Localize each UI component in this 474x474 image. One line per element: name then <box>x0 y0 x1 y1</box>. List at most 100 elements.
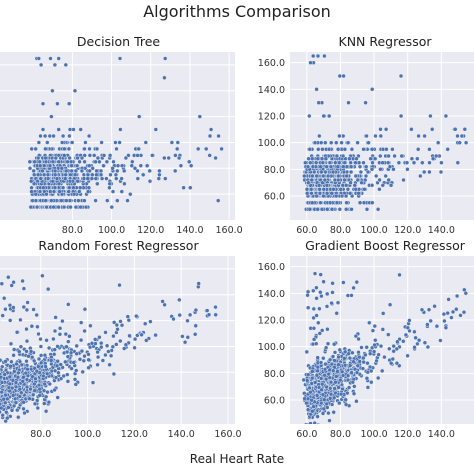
data-point <box>351 359 356 364</box>
data-point <box>94 172 99 178</box>
data-point <box>77 357 83 362</box>
data-point <box>78 127 83 132</box>
data-point <box>364 164 369 169</box>
data-point <box>308 421 313 424</box>
data-point <box>77 185 83 190</box>
data-point <box>378 127 383 132</box>
x-tick-label: 100.0 <box>360 429 387 440</box>
data-point <box>457 140 462 145</box>
data-point <box>342 147 348 152</box>
data-point <box>364 133 369 139</box>
data-point <box>35 324 40 329</box>
data-point <box>77 159 82 165</box>
data-point <box>86 357 91 362</box>
data-point <box>2 372 7 377</box>
data-point <box>45 389 50 395</box>
data-point <box>3 307 8 312</box>
data-point <box>320 392 326 397</box>
data-point <box>61 204 67 210</box>
data-point <box>343 193 349 199</box>
data-point <box>81 358 87 363</box>
data-point <box>332 177 338 183</box>
data-point <box>196 281 201 286</box>
data-point <box>369 183 375 188</box>
data-point <box>41 185 46 190</box>
data-point <box>381 311 386 316</box>
data-point <box>18 344 24 349</box>
data-point <box>326 371 331 377</box>
data-point <box>422 340 428 345</box>
data-point <box>415 156 420 161</box>
data-point <box>47 381 52 387</box>
data-point <box>342 356 347 361</box>
data-point <box>341 164 346 169</box>
data-point <box>8 364 13 369</box>
data-point <box>56 204 61 210</box>
data-point <box>314 313 319 318</box>
data-point <box>427 147 432 152</box>
data-point <box>308 390 313 395</box>
data-point <box>354 370 360 375</box>
data-point <box>80 369 85 375</box>
data-point <box>342 160 347 165</box>
data-point <box>318 200 323 205</box>
data-point <box>380 183 385 188</box>
data-point <box>14 330 20 335</box>
data-point <box>319 387 324 392</box>
data-point <box>320 328 325 333</box>
data-point <box>324 401 329 407</box>
data-point <box>24 377 30 382</box>
data-point <box>90 380 96 385</box>
data-point <box>344 183 349 188</box>
data-point <box>178 163 184 168</box>
data-point <box>65 159 70 165</box>
data-point <box>418 173 423 179</box>
y-tick-label: 140.0 <box>258 85 285 96</box>
data-point <box>353 333 359 339</box>
data-point <box>4 410 9 415</box>
data-point <box>114 146 119 152</box>
data-point <box>87 168 92 174</box>
data-point <box>439 160 444 165</box>
data-point <box>369 380 374 385</box>
data-point <box>82 307 88 312</box>
data-point <box>188 185 193 190</box>
data-point <box>90 172 95 178</box>
data-point <box>311 288 316 293</box>
data-point <box>17 394 22 399</box>
data-point <box>47 163 53 168</box>
y-tick-label: 80.0 <box>264 369 285 380</box>
data-point <box>370 147 375 152</box>
data-point <box>304 400 309 406</box>
data-point <box>0 367 4 373</box>
data-point <box>147 168 152 174</box>
data-point <box>348 169 354 175</box>
y-tick-label: 60.0 <box>264 396 285 407</box>
data-point <box>85 176 90 181</box>
chart-panel-3: 80.0 100.0 120.0 140.0 160.0 Random Forest Re… <box>0 238 242 440</box>
data-point <box>144 163 150 168</box>
data-point <box>3 400 8 405</box>
data-point <box>347 156 352 161</box>
data-point <box>0 409 2 415</box>
data-point <box>30 355 35 360</box>
data-point <box>173 153 178 158</box>
data-point <box>111 333 116 339</box>
data-point <box>125 198 130 203</box>
data-point <box>334 374 339 379</box>
data-point <box>185 335 191 340</box>
data-point <box>24 359 29 364</box>
data-point <box>40 101 46 106</box>
data-point <box>334 140 339 145</box>
data-point <box>104 343 110 348</box>
data-point <box>411 160 417 165</box>
data-point <box>329 191 334 196</box>
data-point <box>213 155 218 161</box>
data-point <box>336 173 341 179</box>
data-point <box>192 332 198 337</box>
data-point <box>317 331 322 336</box>
data-point <box>118 127 123 132</box>
data-point <box>1 296 7 301</box>
data-point <box>110 189 116 194</box>
data-point <box>48 189 53 194</box>
